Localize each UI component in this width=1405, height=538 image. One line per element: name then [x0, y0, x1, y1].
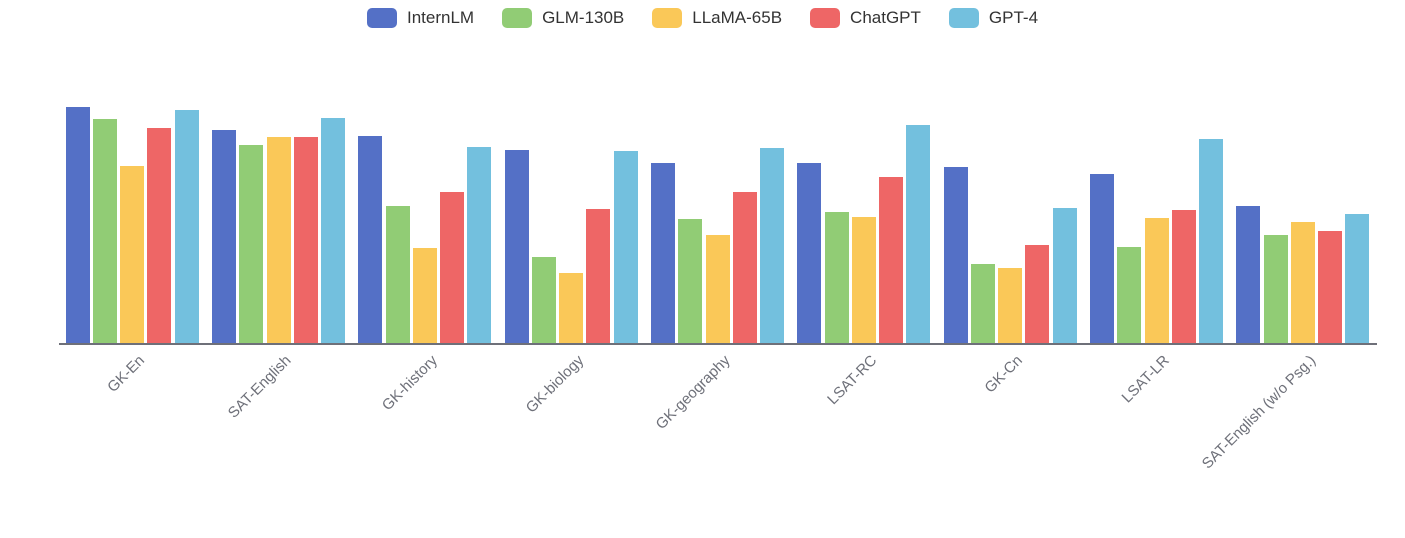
- bar-chatgpt-lsat-lr[interactable]: [1171, 210, 1196, 343]
- bar-glm-130b-gk-biology[interactable]: [532, 257, 556, 343]
- bar-llama-65b-gk-en[interactable]: [120, 166, 145, 343]
- legend-item-glm-130b[interactable]: GLM-130B: [502, 8, 624, 28]
- legend-item-chatgpt[interactable]: ChatGPT: [810, 8, 921, 28]
- x-axis-label-lsat-rc: LSAT-RC: [823, 352, 880, 409]
- bar-internlm-gk-biology[interactable]: [504, 150, 529, 343]
- legend-label: GLM-130B: [542, 8, 625, 27]
- bar-internlm-sat-english[interactable]: [212, 129, 237, 343]
- bar-gpt-4-gk-geography[interactable]: [759, 147, 784, 343]
- bar-glm-130b-sat-english-w-o-psg[interactable]: [1263, 234, 1288, 343]
- bar-glm-130b-sat-english[interactable]: [239, 145, 264, 343]
- legend-item-llama-65b[interactable]: LLaMA-65B: [652, 8, 782, 28]
- legend-label: GPT-4: [988, 8, 1039, 27]
- legend-swatch-icon-chatgpt: [810, 8, 841, 28]
- bar-chatgpt-lsat-rc[interactable]: [879, 177, 903, 343]
- bar-llama-65b-gk-biology[interactable]: [559, 272, 584, 343]
- bar-gpt-4-gk-biology[interactable]: [613, 151, 638, 343]
- bar-glm-130b-gk-history[interactable]: [385, 206, 410, 343]
- legend-label: ChatGPT: [850, 8, 921, 27]
- bar-chatgpt-gk-biology[interactable]: [586, 209, 611, 343]
- bar-internlm-gk-cn[interactable]: [943, 167, 968, 343]
- bar-chatgpt-gk-geography[interactable]: [732, 191, 757, 343]
- legend-label: InternLM: [406, 8, 475, 27]
- legend-swatch-icon-internlm: [366, 8, 397, 28]
- bar-gpt-4-gk-history[interactable]: [467, 146, 492, 343]
- x-axis-label-gk-biology: GK-biology: [522, 352, 588, 417]
- x-axis-label-sat-english: SAT-English: [224, 352, 295, 422]
- bar-chatgpt-sat-english-w-o-psg[interactable]: [1318, 230, 1342, 343]
- bar-glm-130b-lsat-rc[interactable]: [824, 212, 849, 343]
- bar-llama-65b-sat-english-w-o-psg[interactable]: [1290, 222, 1315, 343]
- x-axis-label-sat-english-w-o-psg: SAT-English (w/o Psg.): [1198, 352, 1319, 473]
- x-axis-label-gk-en: GK-En: [104, 352, 149, 396]
- bar-glm-130b-gk-en[interactable]: [93, 118, 117, 343]
- bar-llama-65b-gk-cn[interactable]: [998, 268, 1023, 343]
- bar-llama-65b-lsat-lr[interactable]: [1144, 217, 1169, 343]
- bar-gpt-4-sat-english[interactable]: [320, 118, 345, 343]
- bar-glm-130b-gk-cn[interactable]: [971, 264, 995, 343]
- x-axis-label-lsat-lr: LSAT-LR: [1118, 352, 1173, 407]
- bar-chatgpt-gk-history[interactable]: [440, 191, 464, 343]
- bar-chatgpt-gk-cn[interactable]: [1025, 245, 1050, 343]
- bar-internlm-gk-geography[interactable]: [651, 162, 676, 343]
- bar-gpt-4-gk-cn[interactable]: [1052, 208, 1077, 343]
- bar-glm-130b-gk-geography[interactable]: [678, 219, 703, 343]
- bar-chatgpt-gk-en[interactable]: [147, 127, 172, 343]
- bar-llama-65b-sat-english[interactable]: [266, 136, 291, 343]
- legend-swatch-icon-gpt-4: [948, 8, 979, 28]
- bar-gpt-4-lsat-lr[interactable]: [1198, 139, 1223, 343]
- bar-gpt-4-lsat-rc[interactable]: [906, 125, 931, 343]
- bar-chatgpt-sat-english[interactable]: [293, 137, 318, 343]
- x-axis-label-gk-cn: GK-Cn: [981, 352, 1027, 397]
- x-axis-label-gk-history: GK-history: [378, 352, 441, 415]
- x-axis-line: [59, 343, 1377, 345]
- bar-gpt-4-sat-english-w-o-psg[interactable]: [1345, 214, 1370, 343]
- chart-legend: InternLM GLM-130B LLaMA-65B ChatGPT GPT-4: [0, 8, 1405, 28]
- bar-glm-130b-lsat-lr[interactable]: [1117, 247, 1142, 343]
- bar-llama-65b-gk-geography[interactable]: [705, 234, 730, 343]
- x-axis-label-gk-geography: GK-geography: [652, 352, 734, 434]
- bar-internlm-sat-english-w-o-psg[interactable]: [1236, 206, 1261, 343]
- bar-internlm-lsat-lr[interactable]: [1090, 174, 1115, 343]
- bar-llama-65b-lsat-rc[interactable]: [851, 216, 876, 343]
- bar-gpt-4-gk-en[interactable]: [174, 109, 199, 343]
- bar-llama-65b-gk-history[interactable]: [412, 248, 437, 343]
- legend-item-internlm[interactable]: InternLM: [366, 8, 475, 28]
- legend-label: LLaMA-65B: [692, 8, 783, 27]
- legend-swatch-icon-glm-130b: [502, 8, 533, 28]
- legend-swatch-icon-llama-65b: [652, 8, 683, 28]
- bar-internlm-gk-history[interactable]: [358, 136, 383, 343]
- legend-item-gpt-4[interactable]: GPT-4: [948, 8, 1039, 28]
- bar-internlm-gk-en[interactable]: [65, 107, 90, 343]
- bar-internlm-lsat-rc[interactable]: [797, 162, 822, 343]
